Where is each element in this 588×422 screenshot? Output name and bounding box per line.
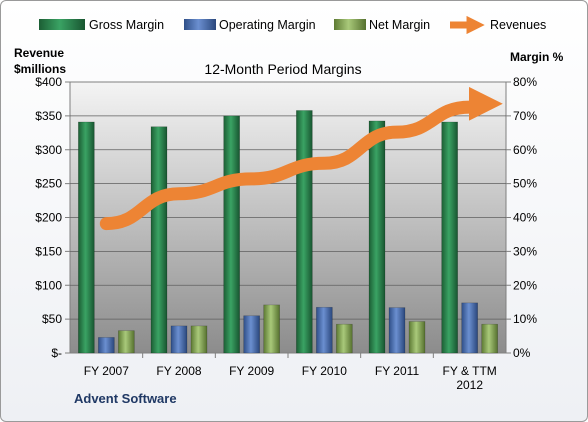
- x-tick-label: FY 2008: [156, 364, 201, 378]
- y-right-label: Margin %: [510, 50, 564, 64]
- y-left-tick-label: $-: [51, 346, 62, 360]
- legend-operating-margin: Operating Margin: [219, 18, 316, 32]
- y-left-tick-label: $300: [35, 143, 62, 157]
- legend-swatch-net-margin: [334, 19, 366, 30]
- x-tick-label: 2012: [456, 378, 483, 392]
- y-left-label-line2: $millions: [14, 62, 66, 76]
- operating-margin-bar: [243, 315, 260, 354]
- gross-margin-bar: [296, 110, 313, 354]
- x-tick-label: FY 2011: [375, 364, 420, 378]
- net-margin-bar: [263, 304, 280, 354]
- x-tick-label: FY 2007: [84, 364, 129, 378]
- legend-revenues: Revenues: [490, 18, 546, 32]
- y-right-tick-label: 40%: [513, 211, 537, 225]
- y-right-tick-label: 70%: [513, 109, 537, 123]
- gross-margin-bar: [150, 126, 168, 354]
- x-tick-label: FY 2009: [229, 364, 274, 378]
- net-margin-bar: [481, 323, 498, 354]
- x-tick-label: FY & TTM: [443, 364, 497, 378]
- gross-margin-bar: [441, 121, 458, 354]
- axes: $- 0% $50 10% $100 20% $150 30% $200 40% $250 50% $3…: [35, 75, 537, 392]
- operating-margin-bar: [388, 307, 406, 354]
- company-label: Advent Software: [74, 391, 177, 406]
- y-left-tick-label: $350: [35, 109, 62, 123]
- legend-swatch-gross-margin: [39, 19, 85, 30]
- operating-margin-bar: [461, 302, 478, 354]
- net-margin-bar: [190, 325, 208, 354]
- gross-margin-bar: [78, 121, 95, 354]
- y-left-tick-label: $150: [35, 244, 62, 258]
- y-left-label-line1: Revenue: [14, 46, 64, 60]
- y-right-tick-label: 10%: [513, 312, 537, 326]
- revenue-line: [99, 86, 503, 231]
- y-right-tick-label: 0%: [513, 346, 531, 360]
- gross-margin-bar: [223, 115, 240, 354]
- y-left-tick-label: $50: [42, 312, 62, 326]
- y-right-tick-label: 20%: [513, 278, 537, 292]
- y-left-tick-label: $200: [35, 211, 62, 225]
- y-left-tick-label: $400: [35, 75, 62, 89]
- operating-margin-bar: [170, 325, 188, 354]
- operating-margin-bar: [98, 337, 115, 354]
- y-right-tick-label: 50%: [513, 177, 537, 191]
- revenue-line-path: [99, 86, 503, 231]
- y-right-tick-label: 80%: [513, 75, 537, 89]
- gross-margin-bar: [368, 120, 386, 354]
- legend-net-margin: Net Margin: [369, 18, 430, 32]
- net-margin-bar: [408, 321, 426, 354]
- y-left-tick-label: $250: [35, 177, 62, 191]
- y-right-tick-label: 30%: [513, 244, 537, 258]
- y-left-tick-label: $100: [35, 278, 62, 292]
- legend: Gross Margin Operating Margin Net Margin…: [39, 15, 546, 35]
- chart-title: 12-Month Period Margins: [204, 61, 361, 77]
- legend-gross-margin: Gross Margin: [89, 18, 164, 32]
- legend-swatch-operating-margin: [184, 19, 216, 30]
- operating-margin-bar: [316, 306, 333, 354]
- net-margin-bar: [118, 330, 135, 354]
- y-right-tick-label: 60%: [513, 143, 537, 157]
- x-tick-label: FY 2010: [302, 364, 347, 378]
- net-margin-bar: [336, 323, 353, 354]
